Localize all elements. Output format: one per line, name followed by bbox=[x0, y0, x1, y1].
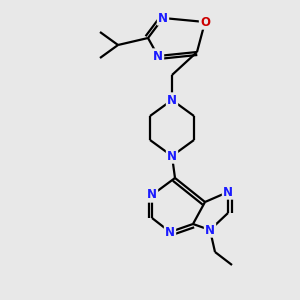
Text: N: N bbox=[158, 11, 168, 25]
Text: N: N bbox=[147, 188, 157, 202]
Text: N: N bbox=[205, 224, 215, 236]
Text: N: N bbox=[165, 226, 175, 238]
Text: N: N bbox=[167, 149, 177, 163]
Text: N: N bbox=[223, 185, 233, 199]
Text: N: N bbox=[167, 94, 177, 106]
Text: O: O bbox=[200, 16, 210, 28]
Text: N: N bbox=[153, 50, 163, 62]
